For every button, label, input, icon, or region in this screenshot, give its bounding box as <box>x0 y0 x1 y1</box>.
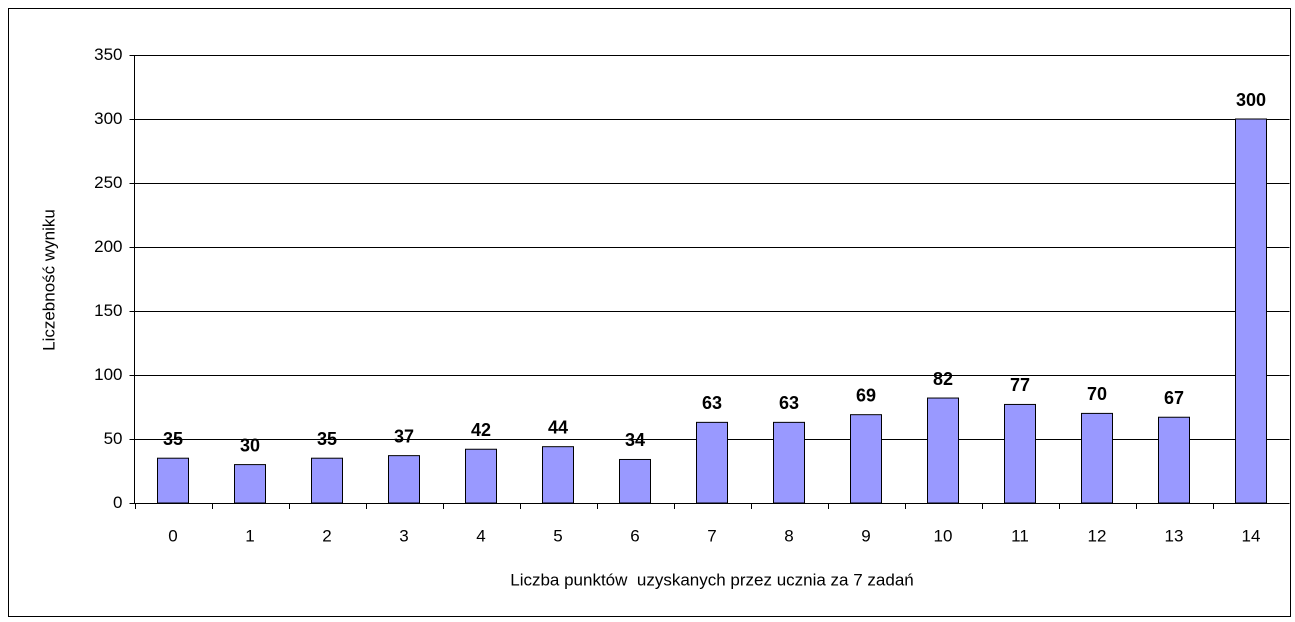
data-label: 35 <box>163 429 183 449</box>
data-label: 35 <box>317 429 337 449</box>
y-tick-label: 0 <box>113 493 122 512</box>
data-label: 67 <box>1164 388 1184 408</box>
data-label: 63 <box>779 393 799 413</box>
y-tick-label: 150 <box>94 301 122 320</box>
y-tick-label: 100 <box>94 365 122 384</box>
data-label: 42 <box>471 420 491 440</box>
bar <box>542 446 574 504</box>
x-tick-label: 4 <box>476 526 485 545</box>
bar <box>927 397 959 504</box>
chart-frame <box>8 8 1291 617</box>
bar <box>696 421 728 504</box>
x-tick-label: 14 <box>1242 526 1261 545</box>
x-tick-label: 5 <box>553 526 562 545</box>
y-tick-label: 50 <box>104 429 123 448</box>
x-tick-label: 7 <box>707 526 716 545</box>
bar <box>311 457 343 504</box>
x-tick-label: 6 <box>630 526 639 545</box>
x-tick-label: 0 <box>168 526 177 545</box>
data-label: 69 <box>856 385 876 405</box>
x-tick-label: 3 <box>399 526 408 545</box>
x-tick-label: 2 <box>322 526 331 545</box>
bar <box>388 455 420 504</box>
bar <box>465 448 497 504</box>
bar <box>850 414 882 504</box>
x-tick-label: 13 <box>1165 526 1184 545</box>
x-tick-label: 9 <box>861 526 870 545</box>
data-label: 30 <box>240 435 260 455</box>
x-tick-label: 10 <box>934 526 953 545</box>
y-tick-label: 250 <box>94 173 122 192</box>
bar <box>1235 118 1267 504</box>
y-tick-label: 300 <box>94 109 122 128</box>
x-tick-label: 11 <box>1011 526 1029 545</box>
data-label: 77 <box>1010 375 1030 395</box>
data-label: 34 <box>625 430 645 450</box>
y-tick-label: 350 <box>94 45 122 64</box>
x-axis-title: Liczba punktów uzyskanych przez ucznia z… <box>510 570 914 589</box>
y-axis-title: Liczebność wyniku <box>39 209 58 351</box>
bar <box>157 457 189 504</box>
bar <box>619 458 651 504</box>
data-label: 37 <box>394 426 414 446</box>
bar <box>1158 416 1190 504</box>
data-label: 63 <box>702 393 722 413</box>
data-label: 44 <box>548 417 568 437</box>
bar <box>1081 412 1113 504</box>
y-tick-label: 200 <box>94 237 122 256</box>
x-tick-label: 8 <box>784 526 793 545</box>
data-label: 70 <box>1087 384 1107 404</box>
bar <box>773 421 805 504</box>
x-tick-label: 12 <box>1088 526 1107 545</box>
bar <box>234 464 266 504</box>
bar <box>1004 403 1036 504</box>
data-label: 300 <box>1236 90 1266 110</box>
x-tick-label: 1 <box>245 526 254 545</box>
data-label: 82 <box>933 369 953 389</box>
